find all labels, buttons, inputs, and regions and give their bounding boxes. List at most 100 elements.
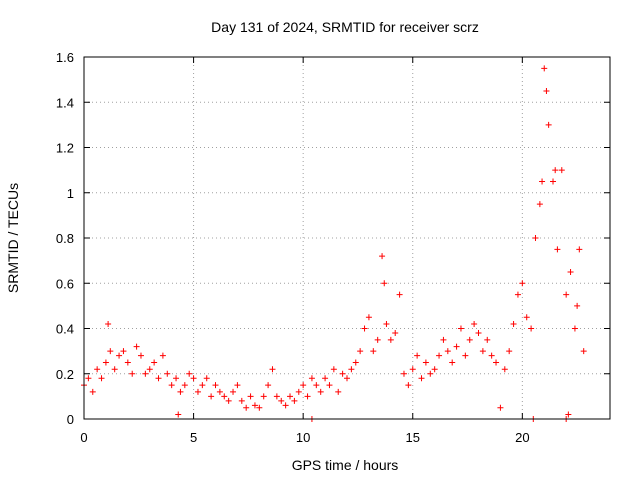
data-point xyxy=(282,402,289,409)
data-point xyxy=(344,375,350,382)
data-point xyxy=(493,359,500,366)
data-point xyxy=(565,411,572,418)
data-point xyxy=(269,366,276,373)
y-tick-label: 0.2 xyxy=(56,367,74,382)
data-point xyxy=(431,366,438,373)
x-tick-label: 15 xyxy=(406,430,420,445)
data-point xyxy=(453,343,460,350)
data-point xyxy=(539,178,546,185)
data-point xyxy=(124,359,131,366)
data-point xyxy=(85,375,92,382)
data-point xyxy=(427,370,434,377)
data-point xyxy=(532,235,539,241)
data-point xyxy=(116,352,123,359)
x-axis-label: GPS time / hours xyxy=(292,457,399,473)
data-point xyxy=(436,352,443,359)
data-point xyxy=(247,393,254,400)
data-point xyxy=(291,397,298,404)
data-point xyxy=(409,366,416,373)
y-tick-label: 0.4 xyxy=(56,322,74,337)
data-point xyxy=(238,397,245,404)
data-point xyxy=(151,359,158,366)
y-tick-label: 1.6 xyxy=(56,50,74,65)
data-point xyxy=(383,320,390,327)
data-point xyxy=(146,366,153,373)
data-point xyxy=(265,382,272,389)
data-point xyxy=(129,370,136,377)
data-point xyxy=(94,366,101,373)
data-point xyxy=(326,382,333,389)
data-point xyxy=(278,397,285,404)
data-point xyxy=(339,370,346,377)
data-point xyxy=(260,393,267,400)
data-point xyxy=(175,411,182,418)
y-tick-label: 0 xyxy=(67,412,74,427)
data-point xyxy=(471,320,478,327)
data-point xyxy=(536,201,543,208)
y-axis: 0 0.2 0.4 0.6 0.8 1 1.2 1.4 1.6 xyxy=(56,50,610,427)
data-point xyxy=(392,330,399,337)
data-point xyxy=(98,375,105,382)
data-point xyxy=(287,393,294,400)
data-point xyxy=(576,246,583,253)
data-point xyxy=(510,320,517,327)
data-point xyxy=(295,388,302,395)
data-point xyxy=(120,348,127,355)
data-point xyxy=(137,352,144,359)
data-point xyxy=(221,393,228,400)
data-point xyxy=(365,314,372,321)
data-point xyxy=(418,375,425,382)
data-point xyxy=(414,352,421,359)
data-point xyxy=(186,370,193,377)
data-point xyxy=(181,382,188,389)
data-point xyxy=(563,291,570,298)
x-tick-label: 5 xyxy=(190,430,197,445)
grid xyxy=(84,57,610,419)
data-point xyxy=(387,336,394,343)
data-point xyxy=(571,325,578,332)
data-point xyxy=(102,359,109,366)
data-point xyxy=(457,325,464,332)
y-tick-label: 0.6 xyxy=(56,276,74,291)
data-point xyxy=(203,375,210,382)
data-point xyxy=(168,382,175,389)
data-point xyxy=(396,291,403,298)
y-tick-label: 1.2 xyxy=(56,141,74,156)
data-point xyxy=(519,280,526,287)
data-point xyxy=(216,388,223,395)
data-point xyxy=(545,121,552,128)
data-point xyxy=(379,253,386,260)
data-point xyxy=(111,366,118,373)
data-point xyxy=(155,375,162,382)
data-point xyxy=(422,359,429,366)
data-point xyxy=(497,404,504,411)
data-point xyxy=(300,382,307,389)
data-point xyxy=(444,348,451,355)
data-point xyxy=(208,393,215,400)
data-point xyxy=(381,280,388,287)
data-point xyxy=(405,382,412,389)
data-point xyxy=(243,404,250,411)
data-point xyxy=(212,382,219,389)
data-point xyxy=(501,366,508,373)
data-point xyxy=(159,352,166,359)
data-point xyxy=(523,314,530,321)
data-point xyxy=(488,352,495,359)
data-point xyxy=(558,167,565,174)
data-point xyxy=(357,348,364,355)
data-point xyxy=(514,291,521,298)
data-point xyxy=(335,388,342,395)
data-point xyxy=(190,375,197,382)
data-point xyxy=(554,246,561,253)
y-tick-label: 1.4 xyxy=(56,95,74,110)
data-point xyxy=(484,336,491,343)
data-point xyxy=(273,393,280,400)
data-point xyxy=(528,325,535,332)
data-point xyxy=(462,352,469,359)
x-axis: 0 5 10 15 20 xyxy=(80,57,530,445)
data-point xyxy=(194,388,201,395)
x-tick-label: 20 xyxy=(515,430,529,445)
data-point xyxy=(251,402,258,409)
